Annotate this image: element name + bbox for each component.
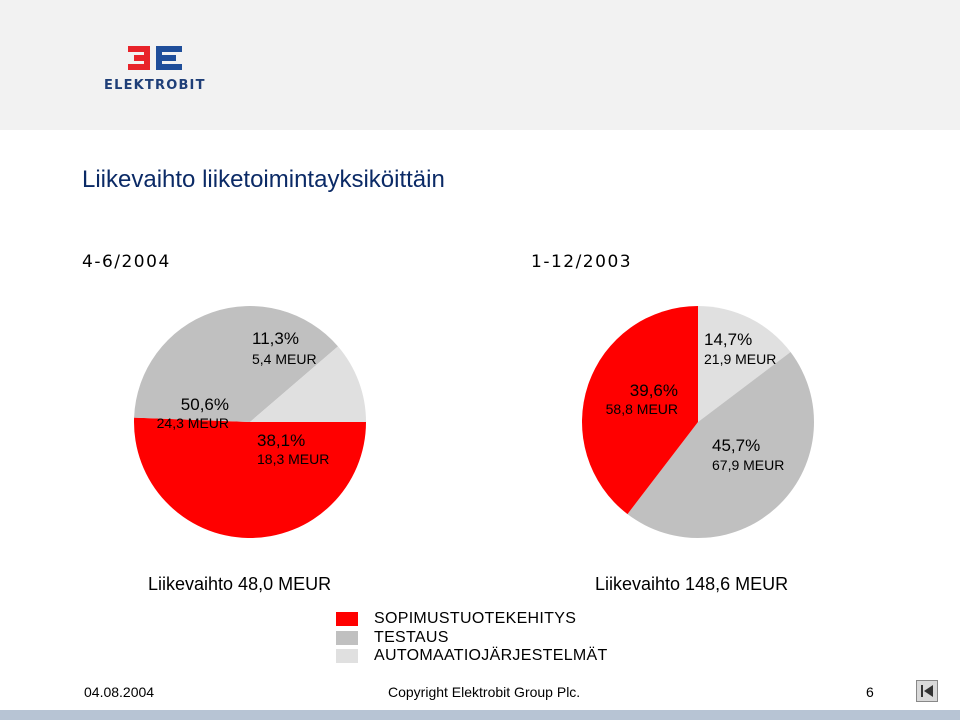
footer-copyright: Copyright Elektrobit Group Plc.: [388, 684, 581, 700]
logo-mark-icon: [128, 46, 182, 70]
legend-swatch: [336, 649, 358, 664]
header-band: ELEKTROBIT: [0, 0, 960, 130]
slice-percent-label: 39,6%: [630, 381, 678, 400]
legend-item: SOPIMUSTUOTEKEHITYS: [336, 610, 608, 629]
legend: SOPIMUSTUOTEKEHITYS TESTAUS AUTOMAATIOJÄ…: [336, 610, 608, 666]
pie-slice: [250, 346, 366, 422]
slice-percent-label: 38,1%: [257, 431, 305, 450]
elektrobit-logo: ELEKTROBIT: [104, 42, 214, 98]
legend-swatch: [336, 630, 358, 645]
pie-slice: [627, 352, 814, 538]
pie-slice: [134, 306, 338, 422]
legend-label: TESTAUS: [374, 628, 449, 646]
legend-label: AUTOMAATIOJÄRJESTELMÄT: [374, 647, 608, 665]
slice-percent-label: 45,7%: [712, 436, 760, 455]
slice-value-label: 21,9 MEUR: [704, 351, 776, 367]
slice-percent-label: 11,3%: [252, 329, 299, 348]
pie-slice: [134, 417, 367, 539]
legend-swatch: [336, 612, 358, 627]
legend-item: AUTOMAATIOJÄRJESTELMÄT: [336, 647, 608, 666]
legend-item: TESTAUS: [336, 629, 608, 648]
slice-percent-label: 50,6%: [181, 395, 229, 414]
slice-value-label: 24,3 MEUR: [157, 415, 229, 431]
page-number: 6: [866, 684, 874, 700]
period-label-2003: 1-12/2003: [531, 252, 633, 272]
logo-wordmark: ELEKTROBIT: [104, 78, 206, 93]
slice-value-label: 5,4 MEUR: [252, 351, 317, 367]
legend-label: SOPIMUSTUOTEKEHITYS: [374, 610, 577, 628]
slice-value-label: 67,9 MEUR: [712, 457, 784, 473]
slice-value-label: 18,3 MEUR: [257, 451, 329, 467]
bottom-bar: [0, 710, 960, 720]
back-to-start-icon[interactable]: [916, 680, 938, 702]
footer-date: 04.08.2004: [84, 684, 155, 700]
total-label-2003: Liikevaihto 148,6 MEUR: [595, 574, 789, 594]
period-label-2004: 4-6/2004: [82, 252, 171, 272]
slide-title: Liikevaihto liiketoimintayksiköittäin: [82, 166, 445, 193]
slice-percent-label: 14,7%: [704, 330, 752, 349]
slice-value-label: 58,8 MEUR: [606, 401, 678, 417]
pie-slice: [698, 306, 791, 422]
total-label-2004: Liikevaihto 48,0 MEUR: [148, 574, 332, 594]
pie-slice: [582, 306, 698, 515]
footer: 04.08.2004 Copyright Elektrobit Group Pl…: [0, 676, 960, 720]
